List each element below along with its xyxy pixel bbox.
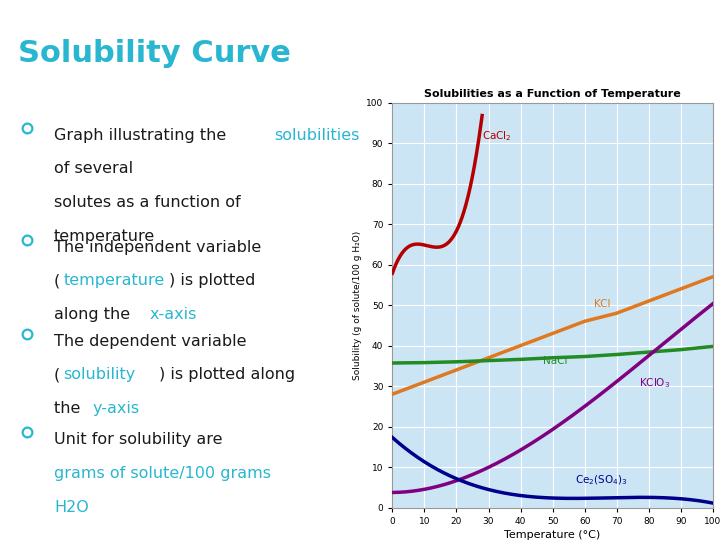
Text: Unit for solubility are: Unit for solubility are — [54, 433, 222, 448]
Text: grams of solute/100 grams: grams of solute/100 grams — [54, 466, 271, 481]
Text: NaCl: NaCl — [543, 356, 567, 366]
Text: temperature: temperature — [63, 273, 165, 288]
X-axis label: Temperature (°C): Temperature (°C) — [505, 530, 600, 540]
Text: ) is plotted: ) is plotted — [169, 273, 256, 288]
Text: x-axis: x-axis — [150, 307, 197, 322]
Text: (: ( — [54, 273, 60, 288]
Text: KCl: KCl — [594, 299, 611, 309]
Text: the: the — [54, 401, 86, 416]
Text: The independent variable: The independent variable — [54, 240, 261, 255]
Text: Ce$_2$(SO$_4$)$_3$: Ce$_2$(SO$_4$)$_3$ — [575, 474, 628, 487]
Text: temperature: temperature — [54, 228, 156, 244]
Text: Graph illustrating the: Graph illustrating the — [54, 127, 231, 143]
Text: solubility: solubility — [63, 367, 136, 382]
Title: Solubilities as a Function of Temperature: Solubilities as a Function of Temperatur… — [424, 89, 681, 99]
Text: H2O: H2O — [54, 500, 89, 515]
Text: solutes as a function of: solutes as a function of — [54, 195, 240, 210]
Text: KClO$_3$: KClO$_3$ — [639, 376, 670, 390]
Y-axis label: Solubility (g of solute/100 g H₂O): Solubility (g of solute/100 g H₂O) — [353, 231, 362, 380]
Text: The dependent variable: The dependent variable — [54, 334, 246, 349]
Text: solubilities: solubilities — [274, 127, 360, 143]
Text: of several: of several — [54, 161, 133, 176]
Text: Solubility Curve: Solubility Curve — [18, 39, 291, 68]
Text: ) is plotted along: ) is plotted along — [159, 367, 295, 382]
Text: along the: along the — [54, 307, 135, 322]
Text: CaCl$_2$: CaCl$_2$ — [482, 129, 512, 143]
Text: y-axis: y-axis — [92, 401, 140, 416]
Text: (: ( — [54, 367, 60, 382]
